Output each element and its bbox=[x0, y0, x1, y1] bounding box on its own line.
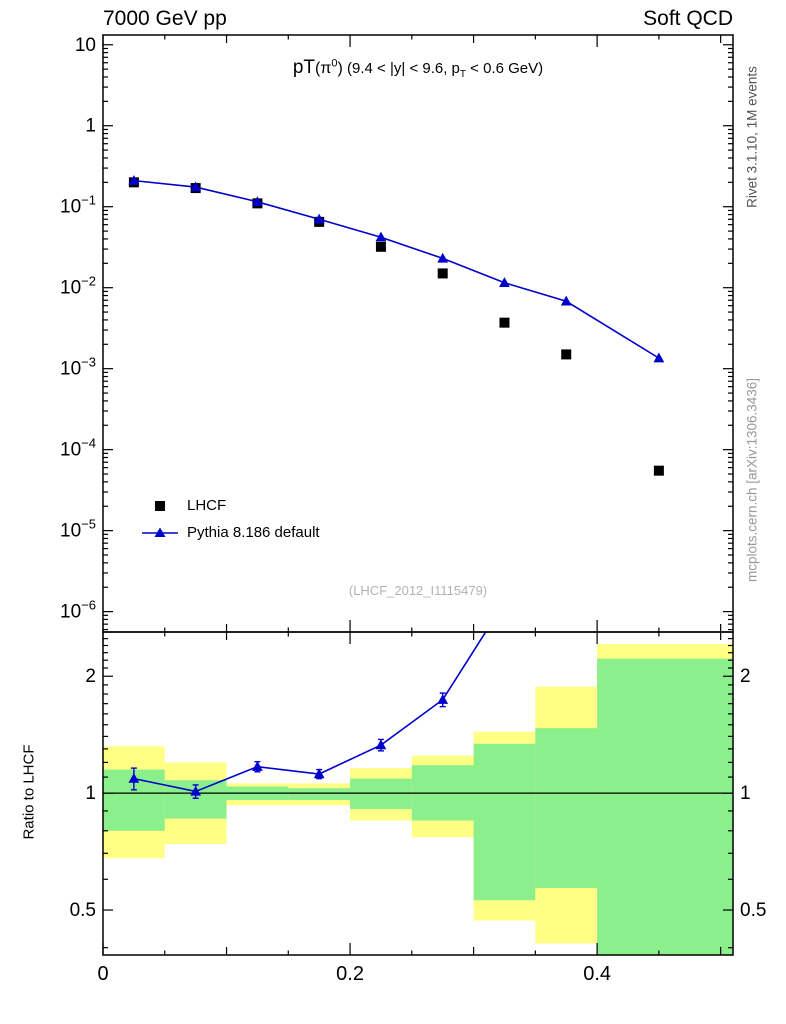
pythia-data-point bbox=[128, 773, 140, 783]
ratio-tick-label-right: 0.5 bbox=[740, 900, 766, 921]
title-observable: pT bbox=[292, 57, 316, 78]
title-cut-text-2: < 0.6 GeV) bbox=[466, 60, 544, 77]
pythia-data-point bbox=[561, 530, 572, 540]
title-cut-subscript: T bbox=[459, 69, 467, 81]
pythia-data-point bbox=[499, 597, 510, 607]
ratio-tick-label-right: 1 bbox=[740, 783, 751, 804]
legend-item-lhcf: LHCF bbox=[142, 492, 320, 519]
title-close-paren: ) bbox=[337, 60, 343, 77]
pythia-data-point bbox=[252, 761, 263, 771]
green-band-bin bbox=[597, 658, 733, 955]
pythia-data-point bbox=[313, 768, 325, 779]
ratio-tick-label-right: 2 bbox=[740, 666, 751, 687]
green-band-bin bbox=[288, 788, 351, 801]
x-tick-label: 0.4 bbox=[583, 963, 611, 985]
lhcf-data-point bbox=[437, 268, 448, 279]
pythia-data-point bbox=[437, 694, 449, 704]
pythia-data-point bbox=[252, 196, 263, 207]
lhcf-data-point bbox=[653, 465, 664, 476]
y-tick-label: 10−5 bbox=[60, 517, 96, 542]
pythia-legend-triangle bbox=[154, 527, 166, 537]
legend-label-pythia: Pythia 8.186 default bbox=[187, 524, 320, 541]
y-tick-label: 10−1 bbox=[60, 193, 96, 218]
x-tick-label: 0 bbox=[97, 963, 108, 985]
title-cut-text: (9.4 < |y| < 9.6, p bbox=[342, 60, 460, 77]
y-tick-label: 10−3 bbox=[60, 355, 96, 380]
pythia-data-point bbox=[437, 252, 449, 263]
process-group-label: Soft QCD bbox=[643, 7, 733, 30]
y-tick-label: 1 bbox=[85, 116, 96, 137]
green-band-bin bbox=[350, 778, 412, 810]
pythia-data-point bbox=[653, 352, 665, 363]
pythia-data-point bbox=[313, 213, 325, 224]
uncertainty-bands bbox=[103, 644, 733, 955]
lhcf-data-point bbox=[375, 241, 386, 252]
main-series bbox=[128, 175, 665, 476]
mcplots-arxiv-label: mcplots.cern.ch [arXiv:1306.3436] bbox=[744, 377, 760, 583]
square-marker-icon bbox=[155, 500, 165, 511]
legend-item-pythia: Pythia 8.186 default bbox=[142, 519, 320, 546]
axis-tick-labels: 10 1 10−1 10−2 10−3 10−4 10−5 10−6 2 2 1 1 0.5 0.5 0 0.… bbox=[60, 35, 766, 985]
green-band-bin bbox=[473, 743, 536, 901]
pythia-data-point bbox=[499, 277, 510, 287]
ratio-series bbox=[128, 245, 664, 799]
y-tick-label: 10−4 bbox=[60, 436, 96, 461]
analysis-id-watermark: (LHCF_2012_I1115479) bbox=[348, 583, 488, 598]
beam-energy-label: 7000 GeV pp bbox=[103, 7, 227, 30]
pythia-data-point bbox=[375, 739, 387, 750]
triangle-line-marker-icon bbox=[142, 527, 178, 537]
lhcf-marker bbox=[155, 500, 165, 511]
pythia-data-point bbox=[560, 295, 572, 306]
title-particle: (π bbox=[315, 60, 332, 77]
x-tick-label: 0.2 bbox=[336, 963, 364, 985]
ratio-axis-label: Ratio to LHCF bbox=[20, 744, 38, 840]
pythia-data-point bbox=[375, 231, 387, 242]
axis-ticks bbox=[102, 35, 733, 955]
title-superscript: 0 bbox=[331, 57, 338, 70]
pythia-data-point bbox=[190, 785, 202, 796]
legend: LHCF Pythia 8.186 default bbox=[142, 492, 320, 546]
green-band-bin bbox=[535, 728, 598, 888]
ratio-tick-label-left: 2 bbox=[85, 666, 96, 687]
rivet-version-label: Rivet 3.1.10, 1M events bbox=[744, 66, 760, 208]
pythia-data-point bbox=[653, 245, 664, 255]
pythia-curve bbox=[133, 179, 660, 359]
legend-label-lhcf: LHCF bbox=[187, 497, 227, 514]
observable-title: pT(π0) (9.4 < |y| < 9.6, pT < 0.6 GeV) bbox=[103, 57, 733, 80]
y-tick-label: 10 bbox=[75, 35, 96, 56]
pythia-data-point bbox=[128, 175, 140, 185]
lhcf-data-point bbox=[561, 349, 572, 360]
lhcf-data-point bbox=[499, 317, 510, 328]
ratio-tick-label-left: 1 bbox=[85, 783, 96, 804]
pythia-data-point bbox=[190, 181, 202, 192]
ratio-tick-label-left: 0.5 bbox=[70, 900, 96, 921]
y-tick-label: 10−6 bbox=[60, 598, 96, 623]
y-tick-label: 10−2 bbox=[60, 274, 96, 299]
